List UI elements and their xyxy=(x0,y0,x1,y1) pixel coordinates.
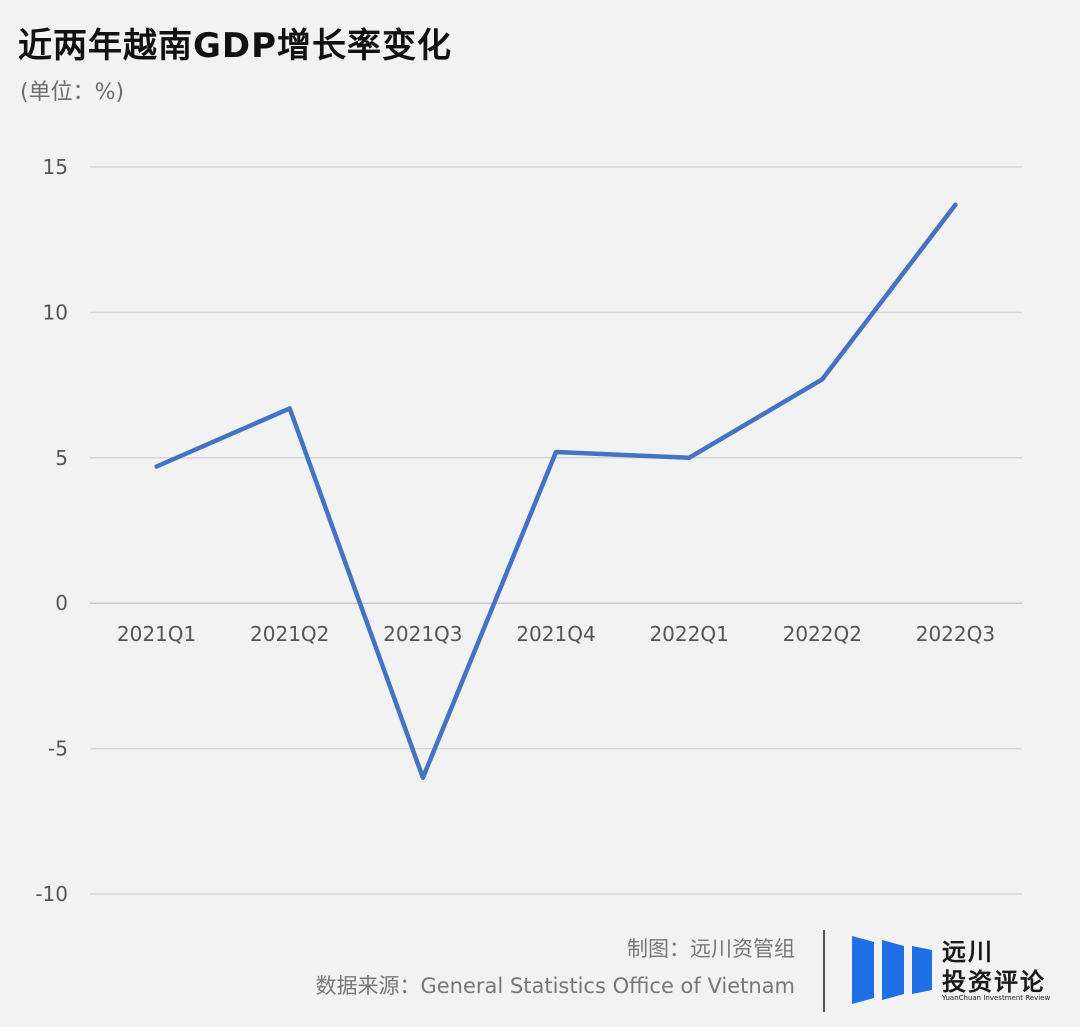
chart-title: 近两年越南GDP增长率变化 xyxy=(18,26,453,66)
y-axis-ticks: 15 10 5 0 -5 -10 xyxy=(35,155,68,906)
data-source: 数据来源：General Statistics Office of Vietna… xyxy=(315,974,795,998)
y-tick-label: 10 xyxy=(43,300,68,324)
logo-text-line2: 投资评论 xyxy=(942,968,1046,996)
logo-text-line1: 远川 xyxy=(942,938,994,966)
series-layer xyxy=(154,202,958,780)
chart-credit: 制图：远川资管组 xyxy=(627,937,795,961)
yuanchuan-logo: 远川 投资评论 YuanChuan Investment Review xyxy=(848,930,1058,1010)
x-axis-ticks: 2021Q1 2021Q2 2021Q3 2021Q4 2022Q1 2022Q2 2022… xyxy=(117,622,995,646)
y-tick-label: 5 xyxy=(55,446,68,470)
x-tick-label: 2021Q4 xyxy=(516,622,595,646)
x-tick-label: 2021Q2 xyxy=(250,622,329,646)
series-line xyxy=(154,202,958,780)
x-tick-label: 2021Q1 xyxy=(117,622,196,646)
y-tick-label: -10 xyxy=(35,882,68,906)
x-tick-label: 2022Q2 xyxy=(783,622,862,646)
x-tick-label: 2022Q3 xyxy=(916,622,995,646)
logo-mark-icon xyxy=(852,936,932,1004)
y-tick-label: 0 xyxy=(55,591,68,615)
y-tick-label: -5 xyxy=(48,737,68,761)
logo-text-english: YuanChuan Investment Review xyxy=(942,994,1051,1002)
x-tick-label: 2022Q1 xyxy=(649,622,728,646)
unit-label: (单位：%) xyxy=(20,80,125,105)
footer-divider xyxy=(823,930,825,1012)
y-tick-label: 15 xyxy=(43,155,68,179)
grid-layer xyxy=(90,166,1022,895)
x-tick-label: 2021Q3 xyxy=(383,622,462,646)
